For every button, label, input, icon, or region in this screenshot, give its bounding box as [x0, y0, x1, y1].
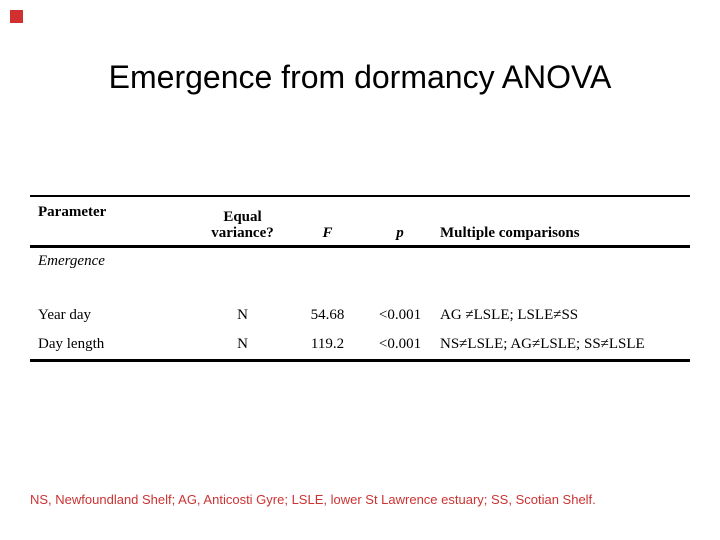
column-header-multiple-comparisons: Multiple comparisons: [440, 225, 580, 241]
slide-title: Emergence from dormancy ANOVA: [108, 59, 612, 96]
cell-parameter: Day length: [38, 336, 105, 352]
table-row: Year day N 54.68 <0.001 AG ≠LSLE; LSLE≠S…: [30, 301, 690, 330]
column-header-equal-variance: Equal variance?: [211, 208, 274, 242]
table-section-label: Emergence: [38, 253, 105, 269]
column-header-parameter: Parameter: [38, 204, 107, 220]
cell-parameter: Year day: [38, 307, 92, 323]
table-header-row: Parameter Equal variance? F p Multiple c…: [30, 197, 690, 248]
table-row: Day length N 119.2 <0.001 NS≠LSLE; AG≠LS…: [30, 330, 690, 359]
column-header-p-value: p: [396, 225, 404, 241]
column-header-f-statistic: F: [322, 225, 333, 241]
corner-accent-square: [10, 10, 23, 23]
cell-p-value: <0.001: [378, 336, 422, 352]
cell-equal-variance: N: [237, 307, 248, 323]
footnote-legend: NS, Newfoundland Shelf; AG, Anticosti Gy…: [30, 492, 596, 507]
cell-p-value: <0.001: [378, 307, 422, 323]
cell-multiple-comparisons: AG ≠LSLE; LSLE≠SS: [440, 307, 579, 323]
cell-equal-variance: N: [237, 336, 248, 352]
anova-table: Parameter Equal variance? F p Multiple c…: [30, 195, 690, 362]
cell-f-statistic: 54.68: [310, 307, 345, 323]
cell-multiple-comparisons: NS≠LSLE; AG≠LSLE; SS≠LSLE: [440, 336, 645, 352]
cell-f-statistic: 119.2: [310, 336, 345, 352]
table-body: Year day N 54.68 <0.001 AG ≠LSLE; LSLE≠S…: [30, 301, 690, 362]
